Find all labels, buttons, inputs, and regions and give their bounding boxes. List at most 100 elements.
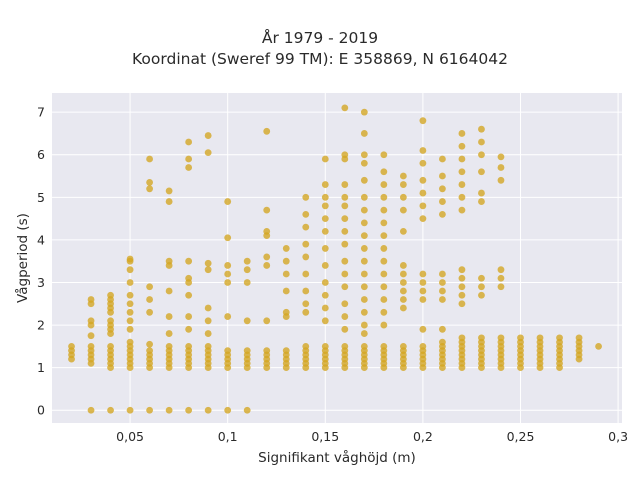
data-point bbox=[380, 257, 388, 265]
data-point bbox=[419, 159, 427, 167]
data-point bbox=[224, 313, 232, 320]
x-tick-label: 0,25 bbox=[507, 429, 535, 444]
data-point bbox=[282, 308, 290, 316]
data-point bbox=[185, 274, 193, 282]
x-tick-label: 0,3 bbox=[608, 429, 628, 444]
y-tick-label: 2 bbox=[37, 318, 45, 333]
data-point bbox=[341, 215, 349, 223]
data-point bbox=[224, 270, 232, 278]
data-point bbox=[302, 287, 310, 295]
data-point bbox=[360, 176, 368, 184]
data-point bbox=[146, 340, 154, 348]
data-point bbox=[419, 325, 427, 333]
data-point bbox=[341, 240, 349, 248]
data-point bbox=[243, 347, 251, 355]
data-point bbox=[204, 304, 212, 312]
data-point bbox=[419, 189, 427, 197]
data-point bbox=[439, 296, 446, 303]
data-point bbox=[458, 155, 466, 163]
data-point bbox=[204, 259, 212, 267]
data-point bbox=[263, 347, 271, 355]
data-point bbox=[224, 262, 232, 269]
data-point bbox=[243, 406, 251, 414]
data-point bbox=[439, 270, 446, 278]
data-point bbox=[263, 317, 271, 325]
data-point bbox=[419, 147, 427, 154]
data-point bbox=[146, 308, 154, 316]
data-point bbox=[360, 159, 368, 167]
data-point bbox=[399, 270, 407, 278]
data-point bbox=[419, 176, 427, 184]
data-point bbox=[360, 321, 368, 329]
data-point bbox=[419, 296, 427, 303]
data-point bbox=[360, 330, 368, 337]
data-point bbox=[380, 270, 388, 278]
data-point bbox=[263, 262, 271, 269]
data-point bbox=[165, 342, 173, 350]
x-tick-label: 0,15 bbox=[311, 429, 339, 444]
data-point bbox=[126, 255, 134, 263]
data-point bbox=[439, 279, 446, 286]
data-point bbox=[399, 279, 407, 286]
data-point bbox=[263, 206, 271, 214]
data-point bbox=[282, 257, 290, 265]
data-point bbox=[126, 317, 134, 325]
x-axis-title: Signifikant våghöjd (m) bbox=[258, 449, 416, 466]
y-tick-label: 3 bbox=[37, 275, 45, 290]
data-point bbox=[458, 266, 466, 274]
data-point bbox=[126, 266, 134, 274]
data-point bbox=[497, 283, 505, 291]
data-point bbox=[458, 193, 466, 201]
data-point bbox=[341, 283, 349, 291]
data-point bbox=[146, 406, 154, 414]
data-point bbox=[380, 232, 388, 240]
data-point bbox=[399, 296, 407, 303]
data-point bbox=[321, 279, 329, 286]
data-point bbox=[224, 347, 232, 355]
data-point bbox=[497, 266, 505, 274]
data-point bbox=[399, 262, 407, 269]
data-point bbox=[341, 202, 349, 210]
y-tick-label: 0 bbox=[37, 403, 45, 418]
data-point bbox=[302, 193, 310, 201]
data-point bbox=[204, 149, 212, 157]
data-point bbox=[360, 219, 368, 227]
data-point bbox=[204, 132, 212, 139]
data-point bbox=[185, 291, 193, 299]
data-point bbox=[302, 240, 310, 248]
y-tick-label: 6 bbox=[37, 147, 45, 162]
data-point bbox=[341, 270, 349, 278]
data-point bbox=[321, 317, 329, 325]
data-point bbox=[146, 155, 154, 163]
data-points bbox=[68, 104, 602, 414]
data-point bbox=[126, 406, 134, 414]
y-tick-label: 7 bbox=[37, 105, 45, 120]
data-point bbox=[302, 342, 310, 350]
data-point bbox=[497, 334, 505, 342]
data-point bbox=[87, 317, 95, 325]
data-point bbox=[419, 117, 427, 125]
data-point bbox=[478, 168, 485, 176]
data-point bbox=[380, 219, 388, 227]
data-point bbox=[87, 332, 95, 340]
data-point bbox=[399, 227, 407, 235]
data-point bbox=[282, 245, 290, 252]
data-point bbox=[321, 215, 329, 223]
data-point bbox=[556, 334, 563, 342]
data-point bbox=[204, 330, 212, 337]
data-point bbox=[107, 317, 114, 325]
data-point bbox=[458, 291, 466, 299]
data-point bbox=[458, 168, 466, 176]
data-point bbox=[224, 279, 232, 286]
data-point bbox=[126, 325, 134, 333]
data-point bbox=[321, 181, 329, 188]
chart-title-line-2: Koordinat (Sweref 99 TM): E 358869, N 61… bbox=[132, 50, 508, 68]
data-point bbox=[165, 187, 173, 195]
data-point bbox=[458, 142, 466, 150]
data-point bbox=[439, 172, 446, 180]
data-point bbox=[439, 338, 446, 346]
data-point bbox=[458, 283, 466, 291]
data-point bbox=[341, 300, 349, 308]
data-point bbox=[263, 227, 271, 235]
data-point bbox=[243, 317, 251, 325]
